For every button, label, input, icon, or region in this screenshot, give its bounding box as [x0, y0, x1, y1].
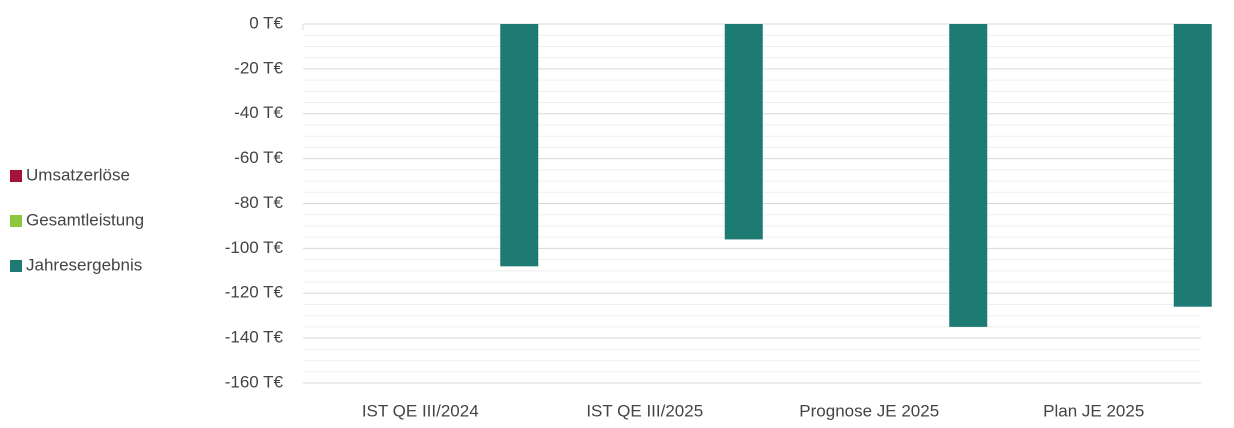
y-tick-label: -20 T€: [234, 58, 283, 77]
y-tick-label: -100 T€: [225, 238, 284, 257]
legend-label: Umsatzerlöse: [26, 165, 130, 184]
y-tick-label: -40 T€: [234, 103, 283, 122]
bar: [500, 24, 539, 267]
legend-swatch: [10, 215, 22, 227]
legend-swatch: [10, 170, 22, 182]
legend-label: Jahresergebnis: [26, 255, 142, 274]
x-tick-label: IST QE III/2024: [362, 401, 479, 420]
bar: [1173, 24, 1212, 307]
legend-label: Gesamtleistung: [26, 210, 144, 229]
x-tick-label: Prognose JE 2025: [799, 401, 939, 420]
y-tick-label: -80 T€: [234, 193, 283, 212]
y-tick-label: -160 T€: [225, 372, 284, 391]
bar: [724, 24, 763, 240]
y-tick-label: 0 T€: [249, 13, 283, 32]
bar: [949, 24, 988, 327]
y-tick-label: -60 T€: [234, 148, 283, 167]
x-tick-label: IST QE III/2025: [586, 401, 703, 420]
y-tick-label: -120 T€: [225, 283, 284, 302]
y-tick-label: -140 T€: [225, 328, 284, 347]
legend-swatch: [10, 260, 22, 272]
x-tick-label: Plan JE 2025: [1043, 401, 1144, 420]
